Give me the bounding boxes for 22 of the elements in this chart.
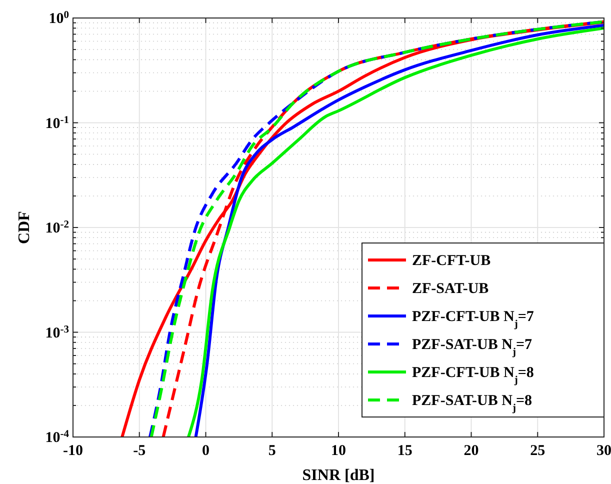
x-tick-label: 0 [202, 443, 210, 459]
legend-label: PZF-SAT-UB N$_{j}$=8 [412, 393, 532, 414]
x-tick-label: 20 [464, 443, 479, 459]
x-tick-label: 10 [331, 443, 346, 459]
y-axis-title: CDF [16, 210, 33, 244]
x-tick-label: 30 [596, 443, 611, 459]
legend-label: PZF-CFT-UB N$_{j}$=7 [412, 309, 534, 330]
y-tick-label: 10$^{-4}$ [45, 428, 70, 446]
x-tick-label: -5 [133, 443, 146, 459]
x-tick-label: 5 [268, 443, 276, 459]
x-tick-label: -10 [63, 443, 83, 459]
legend-label: PZF-SAT-UB N$_{j}$=7 [412, 337, 532, 358]
legend-label: ZF-SAT-UB [412, 281, 489, 297]
legend-label: PZF-CFT-UB N$_{j}$=8 [412, 365, 534, 386]
x-axis-title: SINR [dB] [302, 467, 375, 484]
y-tick-label: 10$^{-1}$ [45, 114, 69, 132]
x-tick-label: 25 [530, 443, 546, 459]
y-tick-label: 10$^{-3}$ [45, 324, 69, 342]
x-tick-label: 15 [397, 443, 412, 459]
y-tick-label: 10$^{0}$ [48, 10, 69, 27]
y-tick-label: 10$^{-2}$ [45, 219, 69, 236]
legend-label: ZF-CFT-UB [412, 253, 491, 269]
